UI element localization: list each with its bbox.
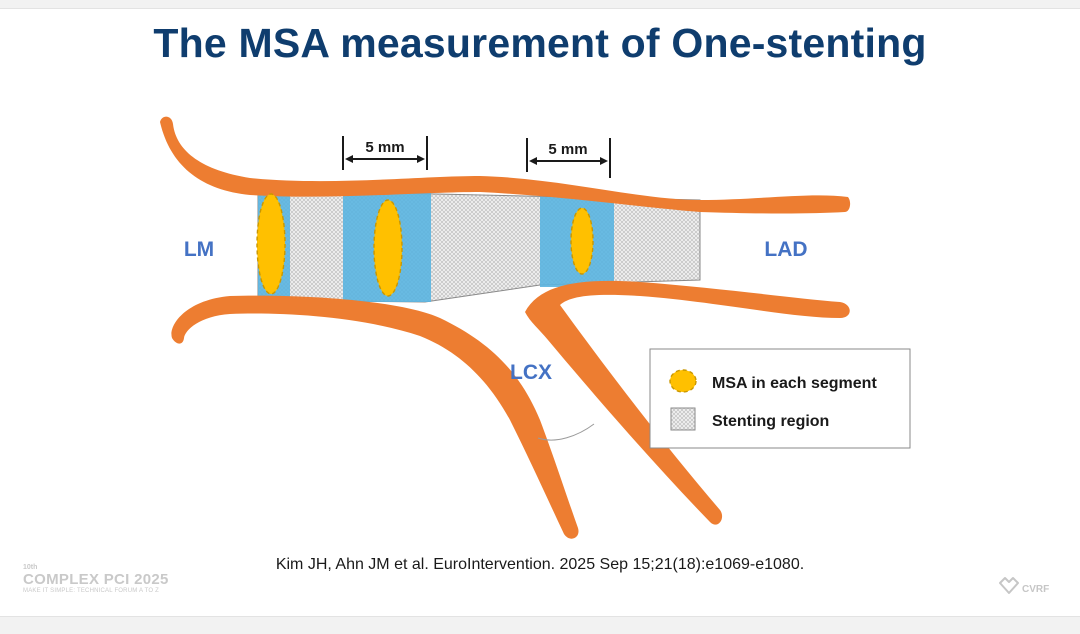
msa-ellipse-icon	[669, 369, 697, 393]
dimension-label-2: 5 mm	[548, 141, 587, 158]
top-rule	[0, 0, 1080, 9]
msa-marker-3	[570, 207, 594, 275]
event-name: COMPLEX PCI 2025	[23, 571, 169, 588]
bottom-rule	[0, 616, 1080, 634]
legend-label-msa: MSA in each segment	[712, 375, 877, 392]
lm-lad-upper-wall	[160, 116, 851, 214]
lcx-stent-tail	[537, 423, 595, 441]
label-lad: LAD	[764, 238, 807, 261]
org-name: CVRF	[1022, 583, 1050, 595]
slide-title: The MSA measurement of One-stenting	[153, 20, 927, 66]
lm-lcx-lower-wall	[171, 295, 579, 539]
event-logo: 10th COMPLEX PCI 2025 MAKE IT SIMPLE: TE…	[23, 564, 169, 595]
citation: Kim JH, Ahn JM et al. EuroIntervention. …	[275, 556, 805, 573]
event-tagline: MAKE IT SIMPLE: TECHNICAL FORUM A TO Z	[23, 588, 159, 594]
msa-marker-1	[256, 193, 286, 295]
label-lcx: LCX	[510, 361, 552, 384]
org-logo: CVRF	[998, 572, 1058, 598]
legend-label-stent: Stenting region	[712, 413, 829, 430]
event-edition: 10th	[23, 564, 38, 571]
lad-lower-wall	[525, 280, 850, 525]
heart-icon	[999, 577, 1019, 594]
label-lm: LM	[184, 238, 214, 261]
dimension-label-1: 5 mm	[365, 139, 404, 156]
legend-box	[649, 348, 911, 449]
stent-mesh-icon	[670, 407, 696, 431]
dimension-bracket-1	[342, 136, 428, 170]
msa-marker-2	[373, 199, 403, 297]
legend: MSA in each segment Stenting region	[649, 348, 911, 449]
dimension-bracket-2	[526, 138, 611, 178]
